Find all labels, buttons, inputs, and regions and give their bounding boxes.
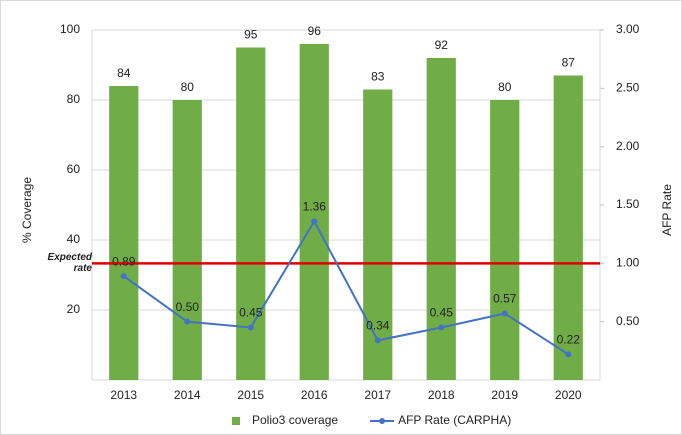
line-marker: [247, 324, 254, 331]
y-tick-label: 20: [67, 302, 81, 316]
legend-label: AFP Rate (CARPHA): [398, 413, 511, 427]
bar-value-label: 92: [435, 38, 449, 52]
x-tick-label: 2017: [364, 388, 391, 402]
reference-label: Expected rate: [47, 252, 92, 274]
line-value-label: 0.89: [112, 254, 136, 268]
line-marker: [501, 310, 508, 317]
line-marker: [311, 218, 318, 225]
line-marker: [438, 324, 445, 331]
y-axis-title: % Coverage: [20, 177, 34, 243]
line-marker: [120, 273, 127, 280]
bar-value-label: 83: [371, 70, 385, 84]
bar-value-label: 80: [181, 80, 195, 94]
x-tick-label: 2020: [555, 388, 582, 402]
legend-label: Polio3 coverage: [252, 413, 338, 427]
x-tick-label: 2018: [428, 388, 455, 402]
line: [123, 219, 569, 356]
x-tick-label: 2013: [110, 388, 137, 402]
y2-tick-label: 0.50: [616, 314, 640, 328]
x-tick-label: 2019: [491, 388, 518, 402]
line-value-label: 1.36: [303, 200, 327, 214]
y2-axis-title: AFP Rate: [660, 184, 674, 236]
bar-value-label: 96: [308, 24, 322, 38]
y-tick-label: 60: [67, 162, 81, 176]
legend-marker: [379, 418, 386, 424]
line-value-label: 0.45: [430, 306, 454, 320]
bar-value-label: 84: [117, 66, 131, 80]
bar: [172, 100, 202, 380]
x-tick-label: 2014: [174, 388, 201, 402]
bar: [363, 89, 393, 380]
y2-tick-label: 2.50: [616, 81, 640, 95]
legend-swatch: [232, 417, 240, 425]
bar-value-label: 95: [244, 28, 258, 42]
bar-value-label: 80: [498, 80, 512, 94]
line-marker: [374, 337, 381, 344]
line-value-label: 0.50: [176, 300, 200, 314]
bar: [426, 58, 456, 380]
line-value-label: 0.34: [366, 319, 390, 333]
y2-tick-label: 3.00: [616, 22, 640, 36]
bar-value-label: 87: [562, 56, 576, 70]
bar: [109, 86, 139, 380]
x-tick-label: 2016: [301, 388, 328, 402]
bar: [490, 100, 520, 380]
y2-tick-label: 1.00: [616, 256, 640, 270]
y-tick-label: 80: [67, 92, 81, 106]
y2-tick-label: 2.00: [616, 139, 640, 153]
line-value-label: 0.45: [239, 306, 263, 320]
line-marker: [184, 318, 191, 325]
y-tick-label: 40: [67, 232, 81, 246]
bar: [299, 44, 329, 380]
y-tick-label: 100: [60, 22, 80, 36]
line-marker: [565, 351, 572, 358]
line-value-label: 0.57: [493, 292, 517, 306]
line-value-label: 0.22: [557, 333, 581, 347]
y2-tick-label: 1.50: [616, 197, 640, 211]
bar: [553, 75, 583, 380]
x-tick-label: 2015: [237, 388, 264, 402]
